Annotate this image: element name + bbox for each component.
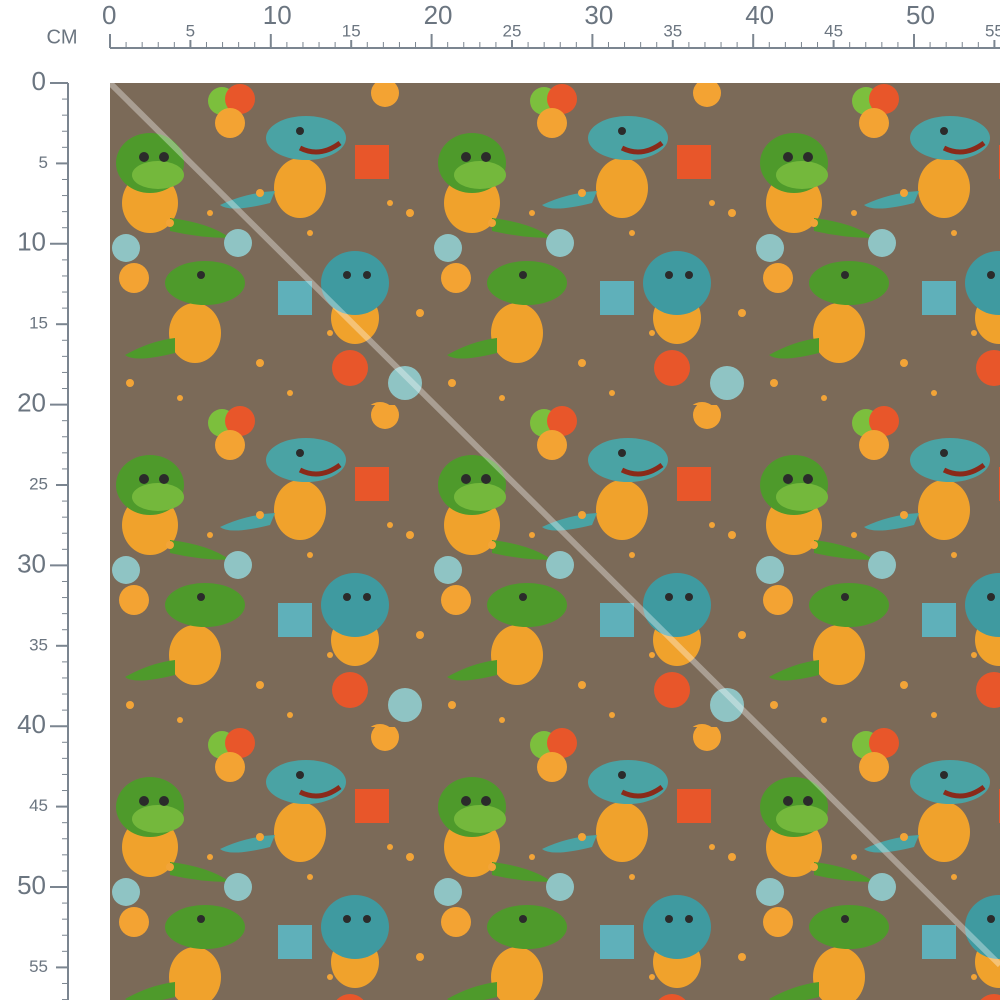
ruler-label: 20 [424,0,453,30]
ruler-label: 0 [102,0,116,30]
ruler-label: 50 [17,870,46,900]
sheen [107,80,1000,968]
ruler-label: 30 [17,548,46,578]
ruler-label: 35 [29,635,48,654]
ruler-label: 50 [906,0,935,30]
unit-label: CM [46,26,77,48]
ruler-label: 15 [342,21,361,40]
ruler-label: 5 [39,153,48,172]
ruler-label: 10 [17,227,46,257]
ruler-label: 10 [263,0,292,30]
ruler-label: 5 [186,21,195,40]
fabric-pattern [110,83,1000,1000]
ruler-label: 25 [503,21,522,40]
ruler-label: 45 [29,796,48,815]
ruler-label: 40 [17,709,46,739]
ruler-label: 0 [32,66,46,96]
ruler-label: 35 [663,21,682,40]
ruler-label: 20 [17,387,46,417]
ruler-label: 55 [985,21,1000,40]
ruler-label: 25 [29,474,48,493]
ruler-label: 30 [584,0,613,30]
ruler-label: 45 [824,21,843,40]
ruler-label: 55 [29,957,48,976]
ruler-label: 15 [29,314,48,333]
ruler-label: 40 [745,0,774,30]
